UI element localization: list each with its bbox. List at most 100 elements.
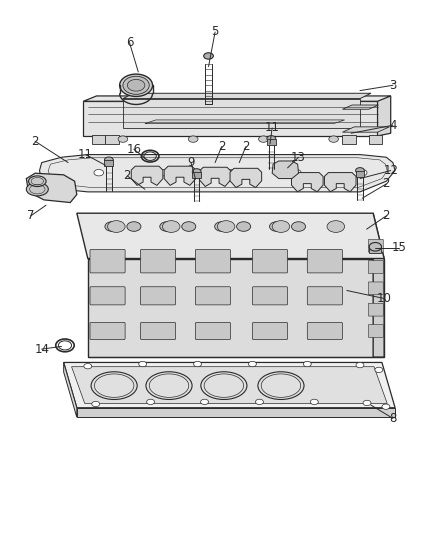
Polygon shape [71,367,386,403]
FancyBboxPatch shape [195,322,230,340]
Text: 12: 12 [382,164,397,177]
FancyBboxPatch shape [307,322,342,340]
Polygon shape [355,171,364,177]
FancyBboxPatch shape [367,239,382,252]
Ellipse shape [84,364,92,369]
Ellipse shape [181,222,195,231]
FancyBboxPatch shape [90,322,125,340]
Ellipse shape [118,136,127,142]
Ellipse shape [236,222,250,231]
Polygon shape [123,93,370,99]
Ellipse shape [145,372,192,400]
Text: 4: 4 [388,119,396,132]
FancyBboxPatch shape [307,249,342,273]
Ellipse shape [266,136,275,142]
Ellipse shape [310,399,318,405]
Text: 9: 9 [187,156,194,169]
Polygon shape [199,167,230,187]
Ellipse shape [107,221,125,232]
FancyBboxPatch shape [367,303,382,316]
Ellipse shape [94,169,103,176]
Polygon shape [372,213,383,357]
FancyBboxPatch shape [252,287,287,305]
Ellipse shape [248,361,256,367]
Polygon shape [77,213,383,259]
Ellipse shape [127,79,145,91]
Ellipse shape [381,404,389,409]
Ellipse shape [326,221,344,232]
Ellipse shape [201,372,246,400]
FancyBboxPatch shape [367,325,382,337]
Polygon shape [131,166,162,185]
Ellipse shape [272,221,289,232]
Ellipse shape [291,169,300,176]
Text: 7: 7 [27,209,35,222]
Ellipse shape [146,399,154,405]
Text: 11: 11 [78,148,93,161]
Polygon shape [342,135,355,144]
FancyBboxPatch shape [367,282,382,295]
Ellipse shape [355,168,364,174]
Text: 2: 2 [123,169,131,182]
FancyBboxPatch shape [140,287,175,305]
Ellipse shape [28,176,46,187]
Polygon shape [145,120,344,124]
Ellipse shape [119,74,152,96]
Ellipse shape [258,372,304,400]
Ellipse shape [91,372,137,400]
FancyBboxPatch shape [252,249,287,273]
Polygon shape [83,101,377,136]
Polygon shape [105,135,118,144]
Ellipse shape [192,168,201,175]
Text: 11: 11 [264,122,279,134]
FancyBboxPatch shape [252,322,287,340]
Polygon shape [266,139,275,145]
Ellipse shape [269,222,283,231]
Ellipse shape [92,401,99,407]
Text: 2: 2 [217,140,225,153]
Text: 2: 2 [241,140,249,153]
FancyBboxPatch shape [90,287,125,305]
Text: 8: 8 [389,412,396,425]
Ellipse shape [162,221,180,232]
Ellipse shape [217,221,234,232]
FancyBboxPatch shape [195,249,230,273]
FancyBboxPatch shape [367,261,382,273]
Polygon shape [377,96,390,136]
Polygon shape [123,99,359,128]
Ellipse shape [214,222,228,231]
Ellipse shape [123,76,149,94]
Ellipse shape [127,222,141,231]
Polygon shape [368,135,381,144]
Ellipse shape [225,169,235,176]
Ellipse shape [368,243,381,251]
Polygon shape [342,105,378,109]
Polygon shape [64,362,77,417]
Ellipse shape [203,53,213,59]
Text: 14: 14 [34,343,49,356]
Polygon shape [164,166,195,185]
Polygon shape [368,247,381,253]
Polygon shape [26,173,77,203]
Polygon shape [324,173,355,192]
Polygon shape [77,408,394,417]
Polygon shape [39,155,394,192]
Polygon shape [92,135,105,144]
Polygon shape [104,160,113,166]
Ellipse shape [188,136,198,142]
Text: 13: 13 [290,151,305,164]
Ellipse shape [258,136,268,142]
FancyBboxPatch shape [90,249,125,273]
Polygon shape [272,161,298,179]
Polygon shape [88,259,383,357]
Ellipse shape [138,361,146,367]
Ellipse shape [374,367,382,373]
Text: 15: 15 [391,241,406,254]
Ellipse shape [200,399,208,405]
Text: 2: 2 [31,135,39,148]
Text: 2: 2 [381,177,389,190]
Polygon shape [64,362,394,408]
Ellipse shape [255,399,263,405]
Text: 3: 3 [389,79,396,92]
Ellipse shape [328,136,338,142]
